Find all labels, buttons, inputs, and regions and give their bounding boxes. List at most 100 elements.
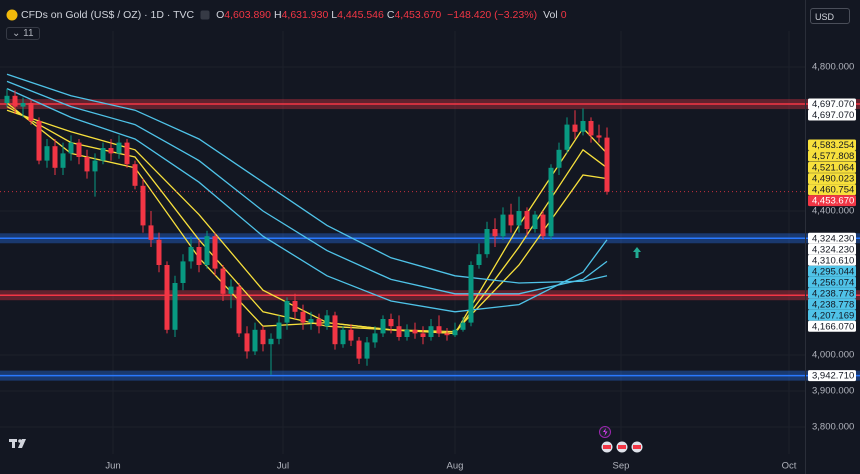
candle-body [500, 214, 506, 237]
candle-body [364, 342, 370, 359]
price-label: 4,490.023 [812, 174, 854, 185]
price-label-box [808, 109, 856, 121]
ohlc-key: L [331, 9, 338, 21]
candle-body [260, 329, 266, 345]
candle-body [524, 211, 530, 229]
candle-body [532, 214, 538, 229]
y-tick-label: 3,900.000 [812, 386, 854, 397]
price-label-box [808, 173, 856, 185]
price-label-box [808, 265, 856, 277]
candle-body [92, 160, 98, 172]
candle-body [516, 211, 522, 226]
price-label: 4,238.778 [812, 299, 854, 310]
moving-average [6, 80, 608, 295]
candle-body [108, 148, 114, 154]
candle-body [348, 329, 354, 341]
candle-body [148, 225, 154, 240]
candle-body [460, 322, 466, 330]
price-label-box [808, 232, 856, 244]
price-label-box [808, 243, 856, 255]
x-tick-label: Sep [613, 461, 630, 472]
candle-body [540, 214, 546, 237]
indicator-count: 11 [23, 28, 34, 39]
candle-body [436, 326, 442, 334]
candle-body [188, 247, 194, 262]
candle-body [580, 121, 586, 132]
candle-body [204, 236, 210, 265]
candle-body [44, 146, 50, 161]
candle-body [12, 95, 18, 107]
candle-body [596, 135, 602, 138]
price-label: 4,256.074 [812, 277, 854, 288]
candle-body [36, 121, 42, 161]
symbol-title[interactable]: CFDs on Gold (US$ / OZ) · 1D · TVC [21, 9, 195, 21]
candle-body [484, 229, 490, 255]
candle-body [132, 164, 138, 186]
x-tick-label: Aug [447, 461, 464, 472]
candle-body [124, 142, 130, 165]
candle-body [588, 121, 594, 136]
ohlc-value: 4,453.670 [394, 9, 442, 21]
candle-body [164, 265, 170, 330]
candle-body [548, 167, 554, 237]
price-label-box [808, 150, 856, 162]
candle-body [28, 103, 34, 121]
candle-body [324, 315, 330, 327]
volume: 0 [560, 9, 567, 21]
candle-body [68, 142, 74, 154]
event-icons[interactable] [599, 426, 643, 453]
candle-body [156, 239, 162, 265]
legend-header: CFDs on Gold (US$ / OZ) · 1D · TVC O4,60… [6, 9, 570, 21]
volume-key: Vol [543, 9, 558, 21]
price-label-box [808, 161, 856, 173]
candle-body [412, 329, 418, 334]
logo [9, 439, 26, 448]
y-tick-label: 4,800.000 [812, 62, 854, 73]
ohlc-value: 4,631.930 [281, 9, 329, 21]
y-tick-label: 3,800.000 [812, 422, 854, 433]
price-label: 4,460.754 [812, 185, 854, 196]
candle-body [140, 185, 146, 226]
candle-body [388, 319, 394, 327]
candle-body [476, 254, 482, 265]
candle-body [404, 329, 410, 337]
candle-body [492, 229, 498, 237]
plot-area [0, 31, 860, 454]
candle-body [468, 265, 474, 323]
indicators-toggle[interactable]: ⌄ 11 [6, 27, 40, 40]
candle-body [268, 338, 274, 345]
candle-body [4, 95, 10, 103]
candle-body [372, 333, 378, 343]
candle-body [340, 329, 346, 345]
candle-body [556, 149, 562, 168]
candle-body [380, 319, 386, 334]
price-label: 4,295.044 [812, 266, 854, 277]
candle-body [308, 319, 314, 323]
candle-body [244, 333, 250, 352]
price-label-box [808, 298, 856, 310]
ohlc-value: 4,445.546 [337, 9, 384, 21]
ohlc-value: 4,603.890 [224, 9, 271, 21]
candle-body [252, 329, 258, 352]
ohlc-key: C [386, 9, 395, 21]
candle-body [220, 268, 226, 294]
price-label: 4,453.670 [812, 196, 854, 207]
candle-body [284, 301, 290, 323]
price-label: 4,324.230 [812, 244, 854, 255]
y-tick-label: 4,000.000 [812, 350, 854, 361]
x-tick-label: Jun [105, 461, 120, 472]
price-label-box [808, 195, 856, 207]
price-label: 4,583.254 [812, 140, 854, 151]
flag-icon[interactable] [200, 10, 210, 20]
price-label: 4,697.070 [812, 110, 854, 121]
candle-body [316, 319, 322, 327]
candle-body [52, 146, 58, 168]
candle-body [508, 214, 514, 226]
ohlc-key: H [273, 9, 282, 21]
currency-select[interactable]: USD [810, 8, 850, 24]
price-label: 4,166.070 [812, 321, 854, 332]
price-label: 4,310.610 [812, 255, 854, 266]
price-label: 3,942.710 [812, 371, 854, 382]
price-label-box [808, 276, 856, 288]
